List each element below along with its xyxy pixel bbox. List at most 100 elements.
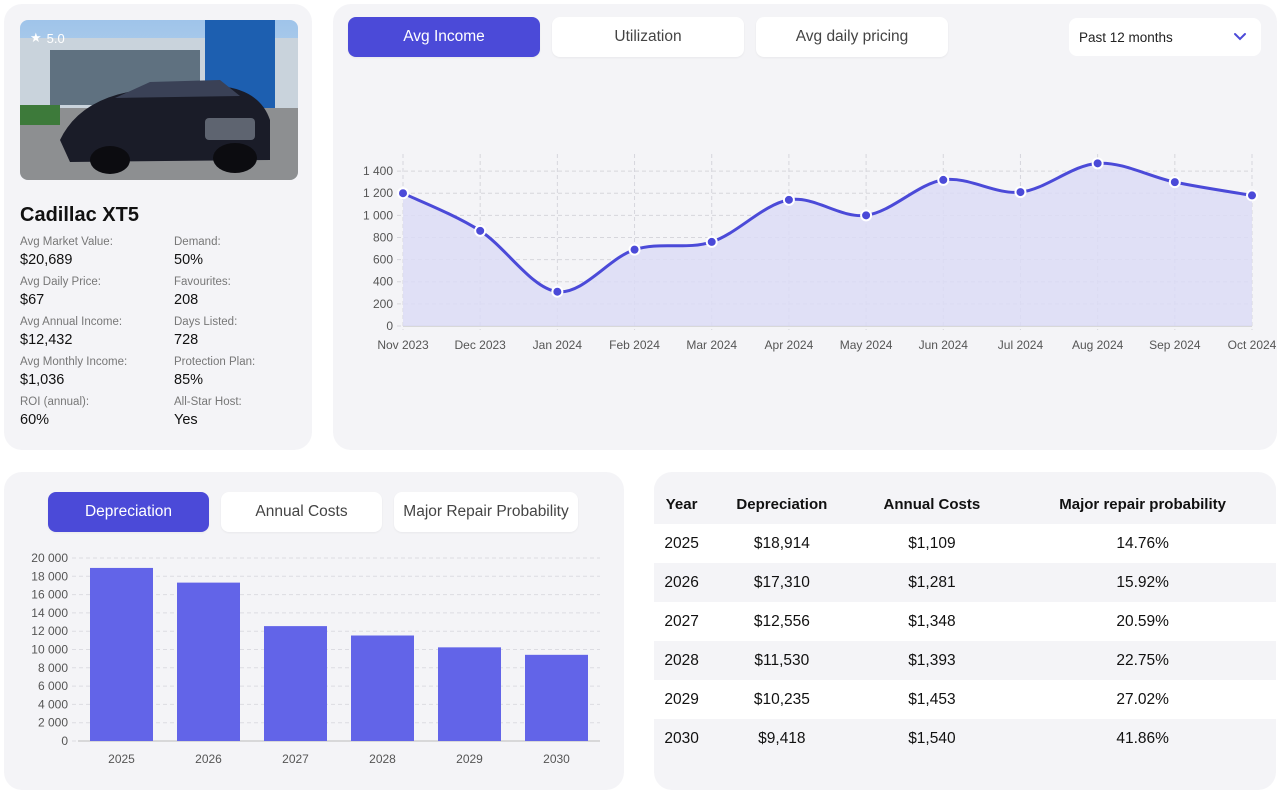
car-photo[interactable]: ★ 5.0 (20, 20, 298, 180)
stat-value: $1,036 (20, 372, 65, 388)
stat-label: Avg Market Value: (20, 236, 113, 248)
table-cell: 20.59% (1009, 602, 1276, 641)
y-tick-label: 14 000 (31, 606, 68, 620)
stat-value: 60% (20, 412, 50, 428)
table-cell: $1,540 (854, 719, 1010, 758)
table-cell: 41.86% (1009, 719, 1276, 758)
x-tick-label: 2025 (108, 752, 135, 766)
stat-item: Avg Market Value: $20,689 (20, 236, 174, 274)
stat-item: Protection Plan: 85% (174, 356, 310, 394)
stat-label: Favourites: (174, 276, 231, 288)
tab-utilization[interactable]: Utilization (552, 17, 744, 57)
depreciation-table-card: Year Depreciation Annual Costs Major rep… (654, 472, 1276, 790)
table-cell: 2027 (654, 602, 710, 641)
table-cell: $18,914 (709, 524, 855, 563)
income-data-point (1246, 189, 1258, 202)
income-data-point (1168, 176, 1181, 189)
car-title: Cadillac XT5 (20, 204, 139, 226)
y-tick-label: 600 (373, 253, 393, 267)
x-tick-label: Apr 2024 (765, 338, 814, 352)
y-tick-label: 18 000 (31, 569, 68, 583)
stat-value: $12,432 (20, 332, 73, 348)
table-cell: 2028 (654, 641, 710, 680)
stat-label: Days Listed: (174, 316, 238, 328)
tab-avg-daily-pricing[interactable]: Avg daily pricing (756, 17, 948, 57)
table-row: 2027 $12,556 $1,348 20.59% (654, 602, 1276, 641)
x-tick-label: Sep 2024 (1149, 338, 1201, 352)
car-summary-card: ★ 5.0 Cadillac XT5 Avg Market Value: $20,… (4, 4, 312, 450)
table-cell: $1,109 (854, 524, 1010, 563)
income-data-point (1091, 157, 1104, 170)
stat-item: ROI (annual): 60% (20, 396, 174, 434)
depreciation-bar (438, 647, 501, 741)
x-tick-label: Aug 2024 (1072, 338, 1124, 352)
x-tick-label: Dec 2023 (454, 338, 506, 352)
table-cell: $9,418 (709, 719, 855, 758)
depreciation-chart-card: Depreciation Annual Costs Major Repair P… (4, 472, 624, 790)
y-tick-label: 800 (373, 230, 393, 244)
tab-major-repair-probability[interactable]: Major Repair Probability (394, 492, 578, 532)
y-tick-label: 6 000 (38, 679, 68, 693)
car-stats: Avg Market Value: $20,689 Demand: 50% Avg … (20, 236, 310, 434)
y-tick-label: 0 (61, 734, 68, 748)
stat-value: $67 (20, 292, 45, 308)
stat-label: Avg Annual Income: (20, 316, 123, 328)
tab-depreciation[interactable]: Depreciation (48, 492, 209, 532)
tab-avg-income[interactable]: Avg Income (348, 17, 540, 57)
period-select-value: Past 12 months (1079, 29, 1173, 45)
stat-item: All-Star Host: Yes (174, 396, 310, 434)
y-tick-label: 2 000 (38, 716, 68, 730)
income-data-point (628, 243, 641, 256)
y-tick-label: 16 000 (31, 588, 68, 602)
table-cell: $10,235 (709, 680, 855, 719)
x-tick-label: 2028 (369, 752, 396, 766)
table-row: 2030 $9,418 $1,540 41.86% (654, 719, 1276, 758)
table-cell: 15.92% (1009, 563, 1276, 602)
income-data-point (1014, 186, 1027, 199)
y-tick-label: 400 (373, 275, 393, 289)
table-cell: $1,393 (854, 641, 1010, 680)
stat-label: Demand: (174, 236, 221, 248)
stat-value: $20,689 (20, 252, 73, 268)
x-tick-label: Feb 2024 (609, 338, 660, 352)
period-select[interactable]: Past 12 months (1069, 18, 1261, 56)
y-tick-label: 1 200 (363, 186, 393, 200)
income-data-point (474, 224, 487, 237)
x-tick-label: 2030 (543, 752, 570, 766)
table-cell: $1,453 (854, 680, 1010, 719)
table-cell: 2029 (654, 680, 710, 719)
x-tick-label: Jan 2024 (533, 338, 583, 352)
stat-label: ROI (annual): (20, 396, 90, 408)
rating-value: 5.0 (46, 30, 65, 46)
depreciation-bar (177, 582, 240, 741)
x-tick-label: 2027 (282, 752, 309, 766)
table-cell: $17,310 (709, 563, 855, 602)
stat-value: Yes (174, 412, 198, 428)
y-tick-label: 4 000 (38, 697, 68, 711)
tab-annual-costs[interactable]: Annual Costs (221, 492, 382, 532)
y-tick-label: 1 000 (363, 208, 393, 222)
table-cell: $1,348 (854, 602, 1010, 641)
y-tick-label: 20 000 (31, 551, 68, 565)
income-line-chart: 0 200 400 600 800 1 000 1 200 1 400 Nov 2023 Dec … (363, 154, 1277, 352)
income-data-point (860, 209, 873, 222)
table-cell: 2025 (654, 524, 710, 563)
stat-value: 208 (174, 292, 199, 308)
chevron-down-icon (1234, 33, 1246, 41)
depreciation-bar (264, 626, 327, 741)
table-cell: 2026 (654, 563, 710, 602)
stat-item: Avg Monthly Income: $1,036 (20, 356, 174, 394)
stat-item: Avg Annual Income: $12,432 (20, 316, 174, 354)
income-data-point (397, 187, 409, 200)
x-tick-label: Nov 2023 (377, 338, 429, 352)
table-header-row: Year Depreciation Annual Costs Major rep… (654, 484, 1276, 524)
stat-item: Favourites: 208 (174, 276, 310, 314)
x-tick-label: May 2024 (840, 338, 893, 352)
x-tick-label: 2026 (195, 752, 222, 766)
stat-value: 728 (174, 332, 199, 348)
table-cell: 2030 (654, 719, 710, 758)
table-row: 2025 $18,914 $1,109 14.76% (654, 524, 1276, 563)
stat-label: Avg Monthly Income: (20, 356, 128, 368)
column-header-year: Year (654, 484, 710, 524)
income-data-point (551, 285, 564, 298)
